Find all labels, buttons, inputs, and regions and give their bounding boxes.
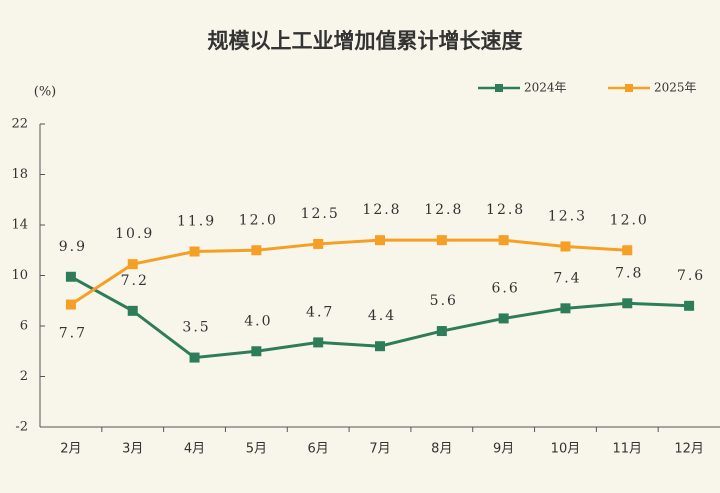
- data-point: [498, 235, 509, 246]
- x-tick-label: 9月: [493, 442, 514, 457]
- data-label: 10.9: [115, 226, 154, 242]
- data-point: [560, 303, 571, 314]
- data-point: [189, 246, 200, 257]
- chart-title: 规模以上工业增加值累计增长速度: [208, 29, 523, 53]
- x-tick-label: 12月: [674, 442, 704, 457]
- y-tick-label: 14: [11, 218, 28, 233]
- data-point: [127, 305, 138, 316]
- data-point: [498, 313, 509, 324]
- data-label: 4.4: [368, 308, 396, 324]
- y-tick-label: 6: [20, 319, 28, 334]
- data-point: [622, 298, 633, 309]
- data-point: [622, 245, 633, 256]
- legend-label: 2025年: [654, 81, 697, 95]
- data-label: 5.6: [430, 293, 458, 309]
- legend-marker: [625, 84, 633, 92]
- data-label: 9.9: [59, 239, 87, 255]
- data-point: [189, 352, 200, 363]
- data-label: 12.8: [362, 202, 401, 218]
- y-tick-label: 10: [11, 268, 28, 283]
- y-tick-label: 22: [11, 117, 28, 132]
- data-point: [375, 235, 385, 246]
- data-point: [684, 300, 695, 311]
- x-tick-label: 3月: [122, 442, 143, 457]
- x-tick-label: 2月: [60, 442, 81, 457]
- data-point: [127, 259, 138, 270]
- data-label: 7.7: [59, 326, 87, 342]
- x-tick-label: 8月: [431, 442, 452, 457]
- data-point: [313, 337, 324, 348]
- y-tick-label: -2: [15, 420, 28, 435]
- data-point: [251, 346, 262, 357]
- legend-label: 2024年: [524, 81, 567, 95]
- data-point: [313, 238, 324, 249]
- data-point: [375, 341, 385, 352]
- data-label: 7.4: [553, 270, 581, 286]
- legend-marker: [495, 84, 503, 92]
- data-label: 7.8: [615, 265, 643, 281]
- data-point: [560, 241, 571, 252]
- data-label: 12.0: [610, 212, 649, 228]
- data-point: [436, 235, 447, 246]
- data-label: 4.0: [244, 313, 272, 329]
- data-label: 3.5: [182, 320, 210, 336]
- data-point: [65, 299, 76, 310]
- x-tick-label: 7月: [369, 442, 390, 457]
- data-label: 7.6: [677, 268, 705, 284]
- data-label: 11.9: [177, 214, 216, 230]
- x-tick-label: 5月: [246, 442, 267, 457]
- x-tick-label: 11月: [612, 442, 642, 457]
- data-label: 12.3: [548, 208, 587, 224]
- y-tick-label: 2: [20, 369, 28, 384]
- data-label: 12.0: [239, 212, 278, 228]
- data-point: [251, 245, 262, 256]
- x-tick-label: 10月: [551, 442, 581, 457]
- data-label: 12.8: [424, 202, 463, 218]
- x-tick-label: 4月: [184, 442, 205, 457]
- data-point: [65, 271, 76, 282]
- data-label: 4.7: [306, 304, 334, 320]
- data-point: [436, 326, 447, 337]
- series-line: [70, 238, 628, 306]
- data-label: 12.8: [486, 202, 525, 218]
- y-axis-label: (%): [34, 85, 57, 100]
- x-tick-label: 6月: [308, 442, 329, 457]
- data-label: 12.5: [301, 206, 340, 222]
- data-label: 7.2: [121, 273, 149, 289]
- data-label: 6.6: [492, 280, 520, 296]
- y-tick-label: 18: [11, 167, 28, 182]
